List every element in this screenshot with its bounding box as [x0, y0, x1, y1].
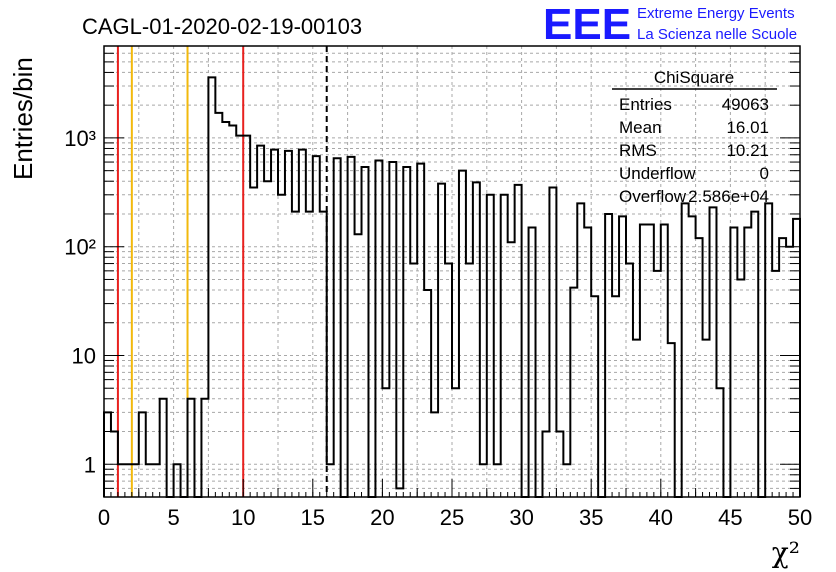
x-tick-label: 5	[167, 505, 179, 530]
y-axis-label: Entries/bin	[8, 57, 38, 180]
y-tick-label: 1	[84, 452, 96, 477]
logo-line1: Extreme Energy Events	[637, 5, 795, 22]
axis-ticks	[103, 45, 801, 498]
x-tick-label: 10	[231, 505, 255, 530]
histogram-series	[103, 76, 801, 498]
x-tick-label: 25	[440, 505, 464, 530]
stats-value: 2.586e+04	[688, 187, 769, 206]
x-tick-label: 20	[370, 505, 394, 530]
stats-label: RMS	[619, 141, 657, 160]
stats-label: Underflow	[619, 164, 696, 183]
x-tick-label: 15	[301, 505, 325, 530]
y-tick-label: 10	[72, 343, 96, 368]
x-tick-label: 30	[509, 505, 533, 530]
stats-value: 16.01	[726, 118, 769, 137]
logo-mark: EEE	[543, 0, 631, 49]
stats-value: 49063	[722, 95, 769, 114]
eee-logo: EEE Extreme Energy Events La Scienza nel…	[543, 0, 797, 49]
y-tick-label: 10³	[64, 126, 96, 151]
stats-value: 10.21	[726, 141, 769, 160]
x-tick-label: 50	[788, 505, 812, 530]
logo-line2: La Scienza nelle Scuole	[637, 26, 797, 43]
stats-title: ChiSquare	[654, 68, 734, 87]
tick-labels: 0 5 10 15 20 25 30 35 40 45 50 1 10 10² 10³	[64, 126, 812, 530]
stats-label: Overflow	[619, 187, 687, 206]
stats-value: 0	[760, 164, 769, 183]
stats-label: Entries	[619, 95, 672, 114]
stats-label: Mean	[619, 118, 662, 137]
x-tick-label: 35	[579, 505, 603, 530]
chart-title: CAGL-01-2020-02-19-00103	[82, 14, 362, 39]
x-tick-label: 45	[718, 505, 742, 530]
x-tick-label: 40	[649, 505, 673, 530]
x-axis-label: χ²	[772, 536, 800, 569]
y-tick-label: 10²	[64, 235, 96, 260]
stats-box: ChiSquare Entries 49063 Mean 16.01 RMS 1…	[612, 68, 777, 206]
histogram-outline	[103, 76, 801, 498]
x-tick-label: 0	[98, 505, 110, 530]
